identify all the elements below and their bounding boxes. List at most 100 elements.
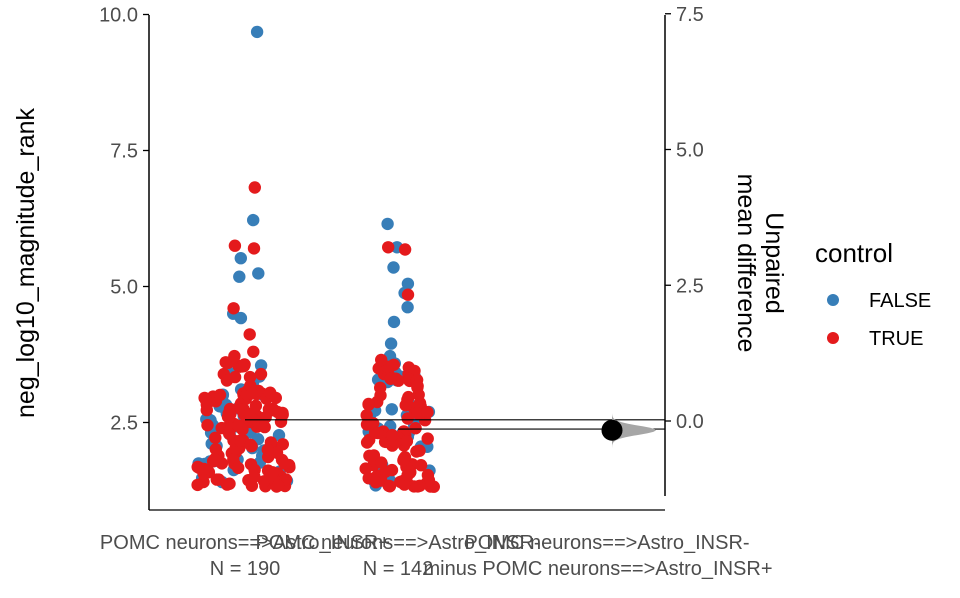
swarm-point-true [411, 379, 424, 393]
swarm-point-true [270, 446, 284, 459]
swarm-point-true [414, 459, 428, 472]
swarm-point-true [191, 478, 204, 492]
swarm-point-false [250, 25, 264, 39]
swarm-point-false [233, 270, 246, 283]
swarm-point-true [386, 428, 399, 442]
right-axis: 0.0 2.5 5.0 7.5 Unpaired mean difference [664, 4, 788, 496]
left-tick-label: 5.0 [110, 277, 138, 299]
swarm-point-true [269, 391, 282, 405]
swarm-point-true [401, 468, 414, 482]
left-axis: 2.5 5.0 7.5 10.0 neg_log10_magnitude_rank [12, 5, 150, 510]
swarm-point-true [360, 409, 373, 422]
swarm-point-true [409, 422, 422, 435]
swarm-point-false [384, 337, 398, 350]
swarm-point-true [421, 432, 434, 445]
swarm-point-true [249, 399, 263, 412]
left-axis-title: neg_log10_magnitude_rank [12, 108, 40, 418]
swarm-point-false [234, 311, 248, 325]
legend-title: control [815, 238, 893, 268]
left-tick-label: 2.5 [110, 413, 138, 435]
swarm-point-true [398, 243, 412, 256]
group-labels: POMC neurons==>Astro_INSR+ N = 190 POMC … [100, 532, 773, 580]
swarm-point-true [413, 444, 426, 457]
swarm-point-true [401, 288, 415, 301]
swarm-point-true [247, 242, 261, 255]
legend-label-false: FALSE [869, 290, 931, 312]
swarm-point-true [224, 408, 237, 421]
legend-label-true: TRUE [869, 328, 923, 350]
right-axis-title-line1: Unpaired [760, 212, 788, 313]
legend-marker-false [827, 294, 839, 306]
swarm-point-true [278, 457, 291, 470]
swarm-point-true [375, 353, 388, 367]
swarm-point-true [243, 328, 256, 341]
swarm-point-true [209, 431, 222, 444]
right-tick-label: 0.0 [676, 411, 704, 433]
swarm-point-true [266, 466, 279, 479]
swarm-point-false [252, 267, 265, 280]
right-axis-ticks: 0.0 2.5 5.0 7.5 [665, 4, 704, 433]
swarm-point-true [228, 239, 242, 252]
swarm-point-false [254, 359, 268, 372]
swarm-point-true [228, 370, 242, 384]
swarm-point-true [247, 345, 260, 358]
swarm-point-true [197, 462, 211, 476]
swarm-point-true [213, 388, 227, 402]
swarm-point-true [228, 349, 241, 363]
swarm-point-true [233, 434, 247, 447]
swarm-point-true [245, 387, 259, 400]
swarm-point-false [387, 315, 401, 329]
swarm-point-true [383, 480, 397, 493]
swarm-point-true [371, 426, 385, 440]
swarm-point-false [247, 213, 260, 227]
swarm-point-true [248, 181, 261, 194]
swarm-points [191, 25, 440, 493]
swarm-point-true [362, 398, 375, 411]
group-label-3-line2: minus POMC neurons==>Astro_INSR+ [423, 558, 772, 580]
right-axis-title-line2: mean difference [732, 174, 760, 353]
swarm-point-true [227, 302, 240, 315]
group-label-3-line1: POMC neurons==>Astro_INSR- [464, 532, 749, 554]
swarm-point-true [254, 367, 268, 381]
swarm-point-true [212, 473, 225, 486]
swarm-point-true [421, 406, 434, 419]
effect-size [601, 407, 656, 449]
swarm-point-true [200, 403, 213, 417]
effect-distribution [612, 407, 656, 449]
legend-marker-true [827, 332, 839, 344]
swarm-point-true [258, 420, 271, 434]
swarm-point-true [411, 407, 424, 420]
swarm-point-true [262, 403, 276, 416]
effect-mean-point [601, 419, 623, 441]
swarm-point-true [238, 358, 251, 371]
swarm-point-true [274, 415, 288, 428]
swarm-point-true [375, 456, 388, 469]
right-tick-label: 7.5 [676, 4, 704, 26]
swarm-point-true [374, 389, 387, 402]
swarm-point-true [369, 476, 383, 489]
swarm-point-true [272, 479, 285, 492]
swarm-point-true [201, 419, 214, 432]
swarm-point-true [398, 478, 411, 491]
swarm-point-false [234, 252, 247, 265]
swarm-point-true [399, 399, 412, 412]
swarm-point-true [421, 468, 435, 482]
swarm-point-true [359, 462, 372, 475]
swarm-point-false [387, 261, 400, 274]
left-tick-label: 7.5 [110, 141, 138, 163]
swarm-point-true [244, 438, 257, 451]
swarm-point-false [381, 217, 394, 231]
swarm-point-true [400, 435, 414, 448]
swarm-point-true [248, 470, 261, 483]
group-label-2-line2: N = 142 [363, 558, 434, 580]
swarm-point-true [401, 412, 414, 425]
group-label-1-line1: POMC neurons==>Astro_INSR+ [100, 532, 390, 554]
group-label-2-line1: POMC neurons==>Astro_INSR- [255, 532, 540, 554]
left-tick-label: 10.0 [99, 5, 138, 27]
swarm-point-true [411, 480, 424, 493]
swarm-point-true [232, 461, 245, 475]
swarm-point-false [401, 301, 414, 314]
right-tick-label: 5.0 [676, 140, 704, 162]
swarm-point-true [223, 427, 236, 440]
